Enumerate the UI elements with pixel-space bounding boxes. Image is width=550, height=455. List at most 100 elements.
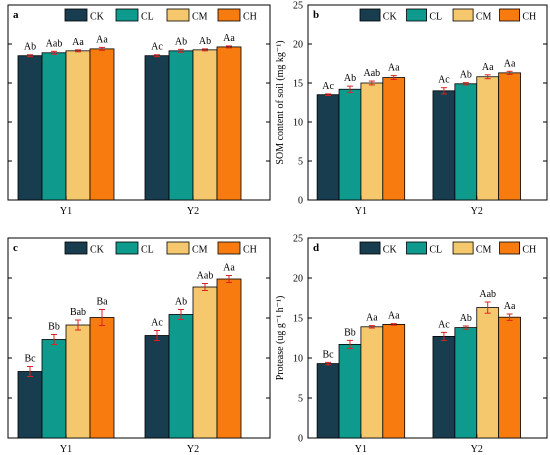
- panel-b-ytick-label: 15: [293, 79, 303, 90]
- panel-b-frame: [307, 4, 548, 201]
- panel-b-legend-swatch-cl: [406, 8, 427, 22]
- panel-a-bar-cm-y2: [192, 49, 218, 201]
- panel-b-data-label: Aab: [364, 68, 381, 79]
- panel-c-xtick-label: Y1: [60, 444, 72, 455]
- panel-a-data-label: Aa: [72, 37, 84, 48]
- panel-c-bar-cm-y2: [192, 286, 218, 439]
- panel-a-frame: [7, 4, 271, 201]
- panel-a-letter: a: [13, 9, 19, 21]
- panel-a-xtick-label: Y2: [187, 206, 199, 217]
- panel-a-legend-swatch-ck: [64, 8, 88, 22]
- panel-d-data-label: Ab: [460, 313, 472, 324]
- panel-b-data-label: Aa: [504, 58, 516, 69]
- panel-d-legend-swatch-ch: [499, 241, 521, 255]
- panel-b-bar-cm-y1: [360, 82, 384, 201]
- panel-d-xtick-label: Y2: [471, 444, 483, 455]
- panel-a-legend-label-ch: CH: [243, 12, 257, 23]
- panel-d-data-label: Bc: [323, 349, 335, 360]
- panel-d-ytick-label: 15: [293, 314, 303, 325]
- panel-d-ylabel: Protease (ug g⁻¹ h⁻¹): [275, 296, 286, 381]
- panel-a-bar-ck-y1: [17, 55, 43, 201]
- panel-a-data-label: Aa: [96, 34, 108, 45]
- panel-b-data-label: Aa: [388, 63, 400, 74]
- panel-d-legend-swatch-ck: [359, 241, 381, 255]
- panel-a-legend-swatch-cl: [115, 8, 139, 22]
- panel-d-legend-swatch-cm: [452, 241, 474, 255]
- panel-d-legend-label-cm: CM: [476, 245, 492, 256]
- panel-b-ylabel: SOM content of soil (mg kg⁻¹): [275, 40, 286, 164]
- panel-a-data-label: Aab: [46, 38, 63, 49]
- panel-b-legend-swatch-ck: [359, 8, 381, 22]
- panel-a-legend-label-cm: CM: [192, 12, 208, 23]
- panel-a-data-label: Ab: [175, 36, 187, 47]
- panel-d-bar-cl-y2: [454, 327, 478, 439]
- panel-b-ytick-label: 10: [293, 118, 303, 129]
- panel-b-data-label: Aa: [482, 62, 494, 73]
- panel-c-data-label: Aab: [197, 271, 214, 282]
- panel-a-bar-cm-y1: [65, 50, 91, 201]
- panel-c-data-label: Bab: [70, 307, 86, 318]
- panel-b-bar-ck-y1: [316, 94, 340, 201]
- panel-c-bar-cl-y2: [168, 314, 194, 439]
- panel-a-xtick-label: Y1: [60, 206, 72, 217]
- panel-c-data-label: Ba: [96, 297, 108, 308]
- panel-b-ytick-label: 25: [293, 1, 303, 12]
- panel-a-legend-label-ck: CK: [90, 12, 105, 23]
- panel-d-frame: [307, 237, 548, 439]
- panel-b-data-label: Ac: [322, 81, 334, 92]
- panel-b-data-label: Ab: [344, 73, 356, 84]
- panel-b-xtick-label: Y1: [355, 206, 367, 217]
- panel-a-data-label: Ab: [199, 36, 211, 47]
- panel-a-legend-label-cl: CL: [141, 12, 154, 23]
- panel-d-bar-ck-y2: [432, 335, 456, 439]
- panel-b-ytick-label: 5: [298, 157, 303, 168]
- panel-a-bar-ck-y2: [144, 55, 170, 201]
- panel-b-legend-label-ch: CH: [522, 12, 536, 23]
- panel-c-bar-ck-y2: [144, 335, 170, 439]
- panel-d-bar-cm-y2: [476, 307, 500, 439]
- panel-b-bar-cl-y1: [338, 88, 362, 201]
- panel-d-ytick-label: 20: [293, 274, 303, 285]
- panel-c-data-label: Aa: [223, 263, 235, 274]
- panel-c-data-label: Ab: [175, 297, 187, 308]
- panel-d-bar-ch-y1: [382, 323, 406, 439]
- panel-b-bar-cm-y2: [476, 76, 500, 201]
- panel-b-bar-cl-y2: [454, 83, 478, 201]
- panel-d-ytick-label: 10: [293, 354, 303, 365]
- panel-c-bar-ck-y1: [17, 371, 43, 439]
- panel-b-legend-label-cl: CL: [429, 12, 442, 23]
- panel-c-data-label: Bb: [48, 322, 60, 333]
- panel-d-legend-label-cl: CL: [429, 245, 442, 256]
- panel-d-ytick-label: 25: [293, 234, 303, 245]
- panel-d-bar-ck-y1: [316, 363, 340, 439]
- panel-a-legend-swatch-cm: [166, 8, 190, 22]
- panel-b-legend-swatch-cm: [452, 8, 474, 22]
- panel-d-legend-label-ch: CH: [522, 245, 536, 256]
- panel-c-xtick-label: Y2: [187, 444, 199, 455]
- panel-d-data-label: Aab: [479, 289, 496, 300]
- panel-d-ytick-label: 0: [298, 434, 303, 445]
- panel-c-bar-cm-y1: [65, 324, 91, 439]
- panel-b-ytick-label: 20: [293, 40, 303, 51]
- panel-d-data-label: Bb: [344, 327, 356, 338]
- panel-d-bar-ch-y2: [498, 316, 521, 439]
- panel-d-data-label: Aa: [366, 313, 378, 324]
- panel-b-bar-ck-y2: [432, 90, 456, 201]
- panel-d-legend-label-ck: CK: [383, 245, 398, 256]
- panel-c-data-label: Bc: [24, 354, 36, 365]
- panel-b-legend-swatch-ch: [499, 8, 521, 22]
- panel-c-legend-swatch-cm: [166, 241, 190, 255]
- panel-a-data-label: Ab: [24, 42, 36, 53]
- panel-a-bar-cl-y2: [168, 50, 194, 201]
- panel-d-legend-swatch-cl: [406, 241, 427, 255]
- panel-b-legend-label-cm: CM: [476, 12, 492, 23]
- panel-d-letter: d: [313, 242, 319, 254]
- panel-c-legend-label-cl: CL: [141, 245, 154, 256]
- panel-b-legend-label-ck: CK: [383, 12, 398, 23]
- panel-c-frame: [7, 237, 271, 439]
- panel-d-ytick-label: 5: [298, 394, 303, 405]
- panel-c-legend-swatch-ck: [64, 241, 88, 255]
- panel-a-legend-swatch-ch: [217, 8, 241, 22]
- panel-d-bar-cm-y1: [360, 326, 384, 439]
